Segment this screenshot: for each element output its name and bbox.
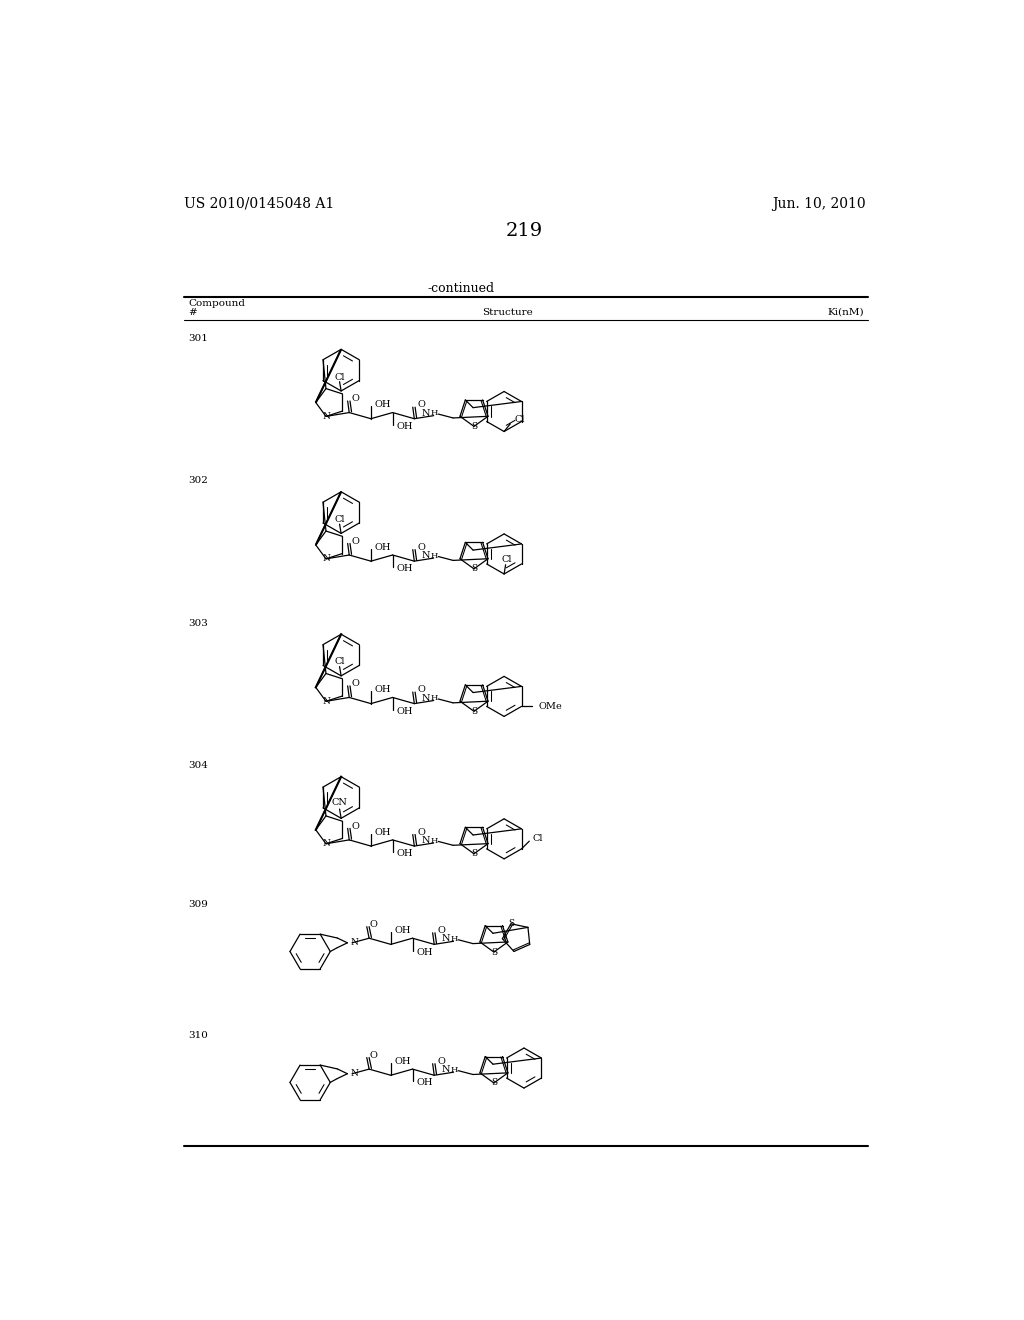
Text: 309: 309 <box>188 900 208 909</box>
Text: Cl: Cl <box>514 416 524 425</box>
Text: Ki(nM): Ki(nM) <box>827 308 864 317</box>
Text: N: N <box>421 409 430 418</box>
Text: S: S <box>471 422 477 430</box>
Text: OH: OH <box>396 422 413 430</box>
Text: O: O <box>370 920 378 929</box>
Text: O: O <box>351 821 359 830</box>
Text: 302: 302 <box>188 477 208 486</box>
Text: OH: OH <box>396 849 413 858</box>
Text: O: O <box>437 1057 445 1067</box>
Text: N: N <box>421 836 430 845</box>
Text: O: O <box>418 400 425 409</box>
Text: #: # <box>188 308 198 317</box>
Text: Cl: Cl <box>334 657 345 667</box>
Text: O: O <box>418 543 425 552</box>
Text: 219: 219 <box>506 222 544 240</box>
Text: OH: OH <box>396 706 413 715</box>
Text: O: O <box>370 1051 378 1060</box>
Text: O: O <box>418 828 425 837</box>
Text: O: O <box>418 685 425 694</box>
Text: Jun. 10, 2010: Jun. 10, 2010 <box>772 197 866 211</box>
Text: N: N <box>421 694 430 702</box>
Text: OH: OH <box>375 828 391 837</box>
Text: OH: OH <box>417 948 433 957</box>
Text: OH: OH <box>394 1057 412 1067</box>
Text: OMe: OMe <box>539 702 562 711</box>
Text: H: H <box>431 552 438 560</box>
Text: OH: OH <box>375 400 391 409</box>
Text: S: S <box>490 1078 497 1088</box>
Text: H: H <box>431 837 438 845</box>
Text: S: S <box>471 565 477 573</box>
Text: 303: 303 <box>188 619 208 628</box>
Text: -continued: -continued <box>428 281 495 294</box>
Text: H: H <box>451 1065 458 1074</box>
Text: O: O <box>351 537 359 545</box>
Text: N: N <box>322 554 330 564</box>
Text: S: S <box>508 919 514 928</box>
Text: N: N <box>322 412 330 421</box>
Text: S: S <box>490 948 497 957</box>
Text: CN: CN <box>332 799 347 808</box>
Text: Cl: Cl <box>532 833 543 842</box>
Text: N: N <box>350 1069 358 1078</box>
Text: O: O <box>351 395 359 403</box>
Text: H: H <box>431 409 438 417</box>
Text: O: O <box>437 927 445 935</box>
Text: 310: 310 <box>188 1031 208 1040</box>
Text: N: N <box>322 697 330 706</box>
Text: OH: OH <box>417 1078 433 1088</box>
Text: OH: OH <box>375 543 391 552</box>
Text: S: S <box>471 706 477 715</box>
Text: Structure: Structure <box>482 308 534 317</box>
Text: N: N <box>441 1065 450 1074</box>
Text: OH: OH <box>375 685 391 694</box>
Text: N: N <box>421 552 430 560</box>
Text: N: N <box>441 935 450 944</box>
Text: 301: 301 <box>188 334 208 343</box>
Text: Compound: Compound <box>188 300 246 309</box>
Text: N: N <box>350 939 358 948</box>
Text: S: S <box>471 849 477 858</box>
Text: Cl: Cl <box>334 515 345 524</box>
Text: H: H <box>451 935 458 942</box>
Text: OH: OH <box>396 565 413 573</box>
Text: Cl: Cl <box>501 554 512 564</box>
Text: Cl: Cl <box>334 372 345 381</box>
Text: US 2010/0145048 A1: US 2010/0145048 A1 <box>183 197 334 211</box>
Text: N: N <box>322 840 330 849</box>
Text: H: H <box>431 694 438 702</box>
Text: O: O <box>351 678 359 688</box>
Text: OH: OH <box>394 927 412 935</box>
Text: 304: 304 <box>188 762 208 771</box>
